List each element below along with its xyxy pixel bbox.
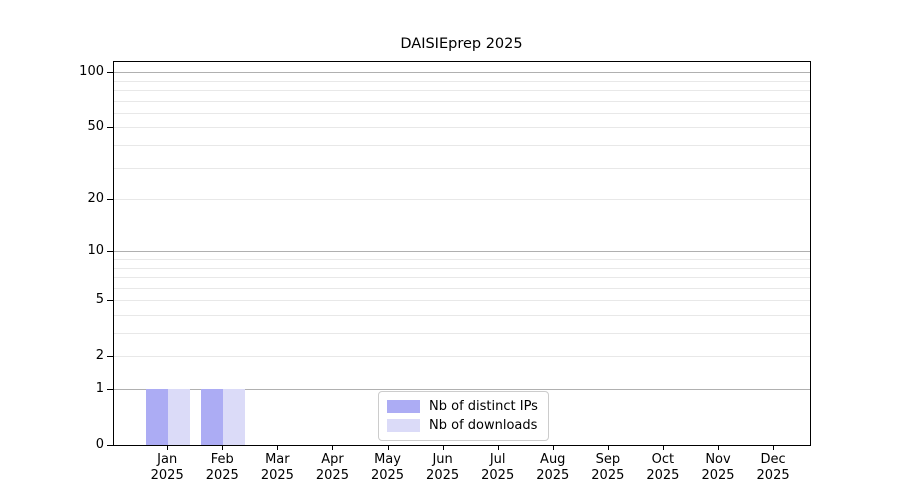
x-tick-label: Nov 2025: [690, 452, 746, 483]
x-tick-month: Oct: [651, 452, 675, 467]
y-tick-label: 5: [95, 292, 104, 308]
x-tick-label: Jul 2025: [470, 452, 526, 483]
x-tick-mark: [387, 445, 389, 450]
x-tick-month: Feb: [210, 452, 234, 467]
x-tick-label: Mar 2025: [249, 452, 305, 483]
legend-swatch-nb-of-downloads: [387, 419, 420, 432]
x-tick-year: 2025: [756, 467, 790, 483]
x-tick-label: May 2025: [360, 452, 416, 483]
x-tick-month: Jul: [489, 452, 506, 467]
x-tick-month: Aug: [540, 452, 566, 467]
y-gridline: [114, 287, 810, 289]
x-tick-mark: [552, 445, 554, 450]
x-tick-month: Jan: [157, 452, 178, 467]
legend-item: Nb of distinct IPs: [387, 397, 538, 416]
x-tick-year: 2025: [646, 467, 680, 483]
x-tick-label: Jan 2025: [139, 452, 195, 483]
x-tick-year: 2025: [701, 467, 735, 483]
x-tick-year: 2025: [150, 467, 184, 483]
y-gridline: [114, 112, 810, 114]
x-tick-year: 2025: [481, 467, 515, 483]
y-tick-label: 10: [87, 243, 104, 259]
legend-swatch-nb-of-distinct-ips: [387, 400, 420, 413]
x-tick-mark: [773, 445, 775, 450]
x-tick-month: Nov: [705, 452, 731, 467]
x-tick-year: 2025: [426, 467, 460, 483]
y-gridline: [114, 314, 810, 316]
bar-nb-of-downloads-feb: [223, 389, 246, 445]
x-tick-year: 2025: [370, 467, 405, 483]
y-tick-mark: [107, 72, 113, 74]
y-gridline: [114, 267, 810, 269]
y-tick-label: 100: [79, 64, 104, 80]
y-tick-label: 1: [95, 381, 104, 396]
y-tick-label: 0: [95, 437, 104, 452]
x-tick-month: Mar: [265, 452, 290, 467]
y-gridline: [114, 389, 810, 390]
x-tick-month: Sep: [595, 452, 621, 467]
y-gridline: [114, 258, 810, 260]
x-tick-label: Jun 2025: [415, 452, 471, 483]
x-tick-mark: [718, 445, 719, 450]
y-tick-mark: [107, 127, 113, 129]
bar-nb-of-downloads-jan: [168, 389, 191, 445]
y-tick-mark: [107, 445, 113, 446]
x-tick-month: Jun: [432, 452, 453, 467]
x-tick-mark: [277, 445, 279, 450]
x-tick-mark: [662, 445, 664, 450]
y-tick-mark: [107, 199, 113, 201]
y-gridline: [114, 167, 810, 169]
x-tick-month: Dec: [760, 452, 786, 467]
x-tick-year: 2025: [260, 467, 294, 483]
bar-nb-of-distinct-ips-jan: [146, 389, 169, 445]
bar-nb-of-distinct-ips-feb: [201, 389, 224, 445]
y-gridline: [114, 251, 810, 253]
y-gridline: [114, 72, 810, 74]
y-gridline: [114, 333, 810, 334]
y-gridline: [114, 90, 810, 91]
x-tick-year: 2025: [205, 467, 239, 483]
y-tick-mark: [107, 251, 113, 253]
x-tick-year: 2025: [591, 467, 625, 483]
plot-area: [113, 61, 811, 446]
y-tick-mark: [107, 300, 113, 302]
legend-item: Nb of downloads: [387, 416, 538, 435]
y-tick-mark: [107, 356, 113, 358]
y-gridline: [114, 80, 810, 82]
x-tick-label: Sep 2025: [580, 452, 636, 483]
y-gridline: [114, 100, 810, 102]
y-gridline: [114, 356, 810, 358]
legend-label: Nb of distinct IPs: [429, 399, 538, 414]
y-gridline: [114, 145, 810, 146]
y-gridline: [114, 277, 810, 279]
x-tick-label: Aug 2025: [525, 452, 581, 483]
x-tick-year: 2025: [536, 467, 570, 483]
x-tick-mark: [222, 445, 224, 450]
x-tick-label: Dec 2025: [745, 452, 801, 483]
x-tick-mark: [167, 445, 169, 450]
x-tick-month: Apr: [321, 452, 344, 467]
x-tick-mark: [607, 445, 609, 450]
x-tick-month: May: [374, 452, 401, 467]
chart-title: DAISIEprep 2025: [400, 36, 523, 52]
legend-label: Nb of downloads: [429, 418, 538, 433]
y-gridline: [114, 199, 810, 201]
x-tick-mark: [497, 445, 499, 450]
x-tick-label: Feb 2025: [194, 452, 250, 483]
y-tick-label: 20: [87, 191, 104, 207]
y-gridline: [114, 127, 810, 129]
y-tick-label: 50: [87, 119, 104, 135]
legend: Nb of distinct IPs Nb of downloads: [378, 391, 549, 441]
x-tick-mark: [442, 445, 444, 450]
x-tick-label: Oct 2025: [635, 452, 691, 483]
y-tick-label: 2: [95, 348, 104, 364]
x-tick-mark: [332, 445, 334, 450]
y-tick-mark: [107, 389, 113, 390]
x-tick-year: 2025: [315, 467, 349, 483]
x-tick-label: Apr 2025: [304, 452, 360, 483]
y-gridline: [114, 300, 810, 302]
